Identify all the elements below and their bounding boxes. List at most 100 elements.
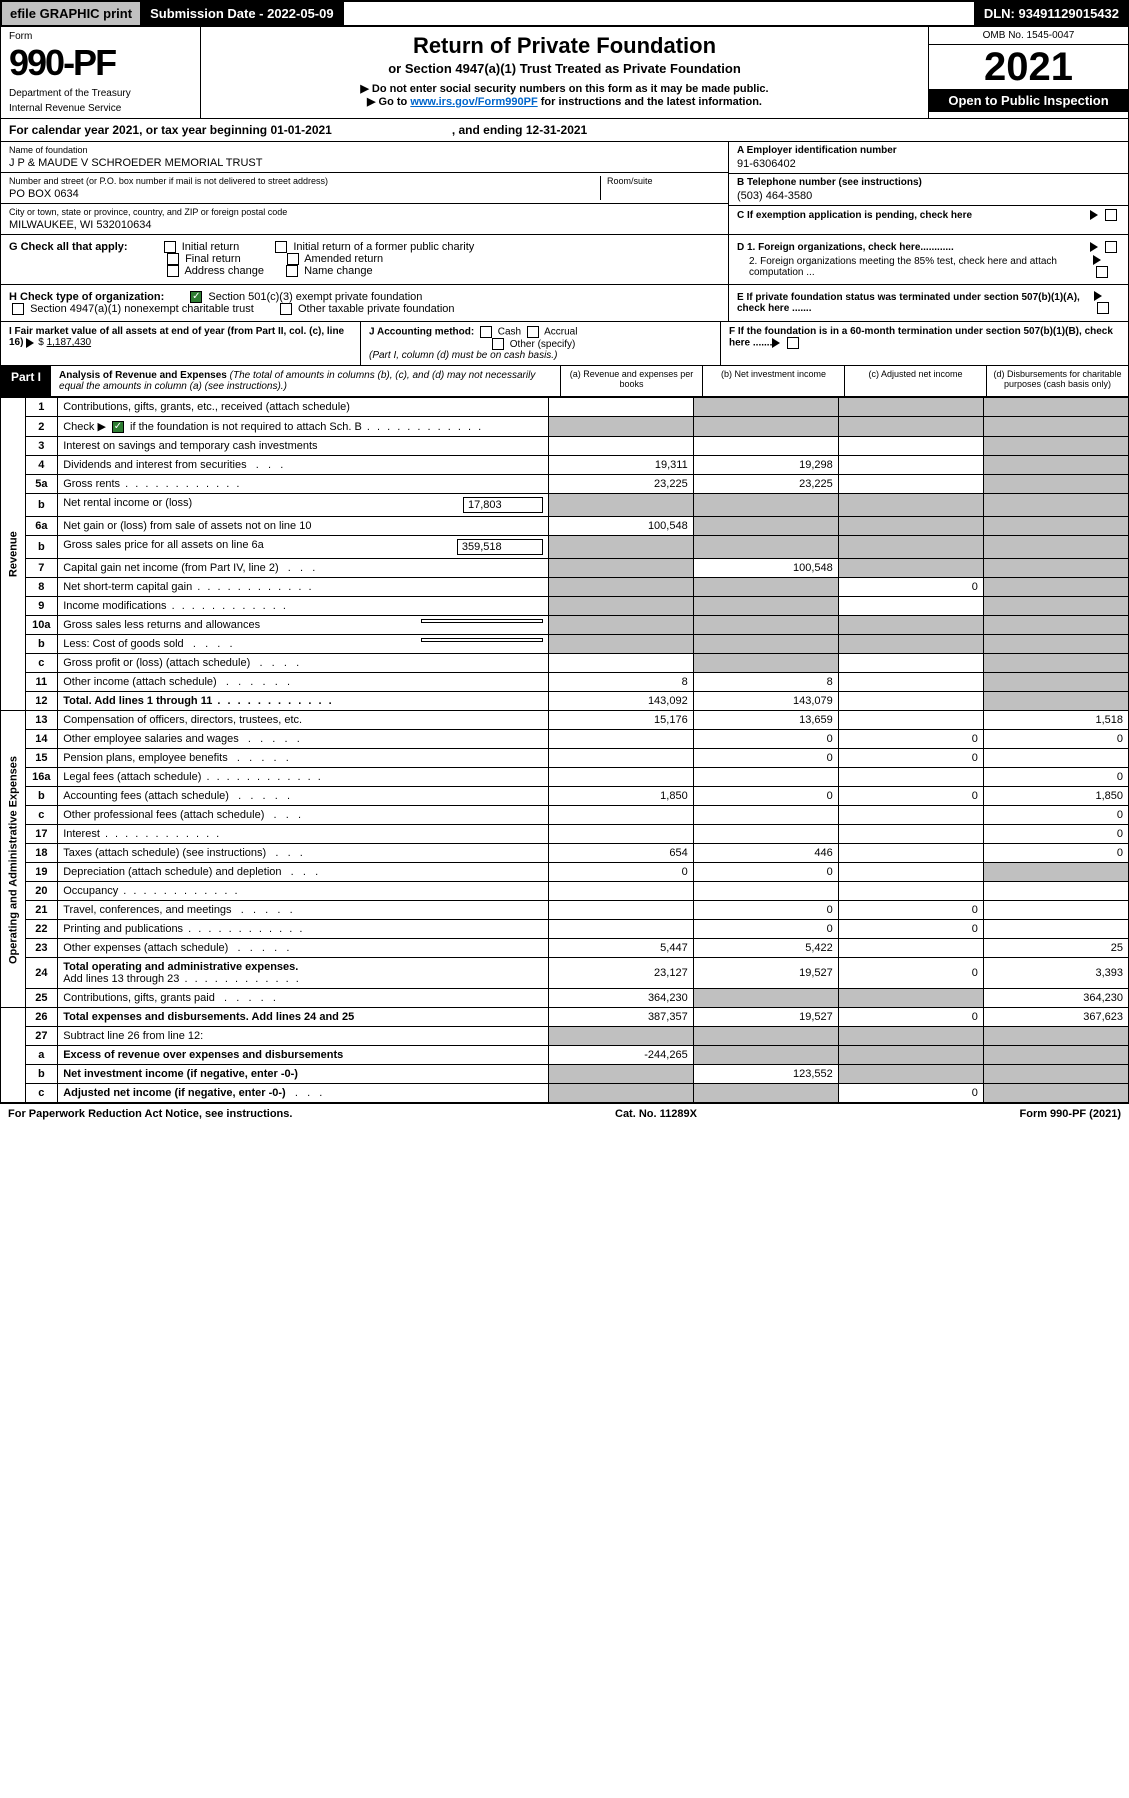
amended-return-checkbox[interactable]: [287, 253, 299, 265]
treasury-dept: Department of the Treasury: [9, 88, 192, 99]
form-label: Form: [9, 31, 192, 42]
efile-print-button[interactable]: efile GRAPHIC print: [2, 2, 142, 25]
cell-value: 0: [838, 730, 983, 749]
line-number: 4: [25, 456, 58, 475]
cell-value: 19,527: [693, 1008, 838, 1027]
line-number: 15: [25, 749, 58, 768]
arrow-icon: [1093, 255, 1101, 265]
line-number: 25: [25, 989, 58, 1008]
dln-number: DLN: 93491129015432: [976, 2, 1127, 25]
cell-value: 364,230: [548, 989, 693, 1008]
table-row: 2Check ▶ if the foundation is not requir…: [1, 417, 1129, 437]
line-desc: Interest on savings and temporary cash i…: [58, 437, 548, 456]
line-number: 6a: [25, 517, 58, 536]
revenue-expense-table: Revenue 1Contributions, gifts, grants, e…: [0, 397, 1129, 1103]
name-change-label: Name change: [304, 265, 373, 277]
table-row: 12Total. Add lines 1 through 11143,09214…: [1, 692, 1129, 711]
line-desc: Net gain or (loss) from sale of assets n…: [58, 517, 548, 536]
cash-label: Cash: [498, 327, 521, 338]
line-desc: Net short-term capital gain: [58, 578, 548, 597]
line-number: a: [25, 1046, 58, 1065]
other-taxable-label: Other taxable private foundation: [298, 303, 455, 315]
accrual-checkbox[interactable]: [527, 326, 539, 338]
other-taxable-checkbox[interactable]: [280, 303, 292, 315]
col-a-header: (a) Revenue and expenses per books: [560, 366, 702, 396]
cell-value: 0: [838, 920, 983, 939]
h-section-row: H Check type of organization: Section 50…: [0, 285, 1129, 322]
form-title: Return of Private Foundation: [213, 33, 916, 59]
table-row: 14Other employee salaries and wages . . …: [1, 730, 1129, 749]
d1-checkbox[interactable]: [1105, 241, 1117, 253]
line-desc: Other employee salaries and wages . . . …: [58, 730, 548, 749]
line-number: 9: [25, 597, 58, 616]
c-checkbox[interactable]: [1105, 209, 1117, 221]
table-row: cOther professional fees (attach schedul…: [1, 806, 1129, 825]
address-label: Number and street (or P.O. box number if…: [9, 176, 600, 186]
table-row: bNet rental income or (loss) 17,803: [1, 494, 1129, 517]
final-return-checkbox[interactable]: [167, 253, 179, 265]
h-check-block: H Check type of organization: Section 50…: [1, 285, 728, 321]
foundation-address: PO BOX 0634: [9, 188, 600, 200]
schb-checkbox[interactable]: [112, 421, 124, 433]
table-row: cGross profit or (loss) (attach schedule…: [1, 654, 1129, 673]
table-row: 11Other income (attach schedule) . . . .…: [1, 673, 1129, 692]
cell-value: 19,298: [693, 456, 838, 475]
cal-prefix: For calendar year 2021, or tax year begi…: [9, 123, 270, 137]
cell-value: 1,518: [983, 711, 1128, 730]
revenue-section-label: Revenue: [1, 398, 26, 711]
line-number: 2: [25, 417, 58, 437]
cal-begin: 01-01-2021: [270, 123, 331, 137]
address-change-checkbox[interactable]: [167, 265, 179, 277]
g-label: G Check all that apply:: [9, 241, 128, 253]
line-desc: Net rental income or (loss) 17,803: [58, 494, 548, 517]
e-checkbox[interactable]: [1097, 302, 1109, 314]
line-number: 13: [25, 711, 58, 730]
cell-value: 25: [983, 939, 1128, 958]
line-number: 3: [25, 437, 58, 456]
line-number: c: [25, 654, 58, 673]
501c3-checkbox[interactable]: [190, 291, 202, 303]
instructions-link-row: ▶ Go to www.irs.gov/Form990PF for instru…: [213, 95, 916, 108]
cell-value: 8: [548, 673, 693, 692]
cell-value: 15,176: [548, 711, 693, 730]
d2-label: 2. Foreign organizations meeting the 85%…: [737, 256, 1093, 278]
cell-value: 0: [838, 901, 983, 920]
line-desc: Gross sales price for all assets on line…: [58, 536, 548, 559]
open-inspection: Open to Public Inspection: [929, 89, 1128, 112]
former-charity-checkbox[interactable]: [275, 241, 287, 253]
line-desc: Taxes (attach schedule) (see instruction…: [58, 844, 548, 863]
line-desc: Travel, conferences, and meetings . . . …: [58, 901, 548, 920]
cell-value: 23,225: [548, 475, 693, 494]
other-method-checkbox[interactable]: [492, 338, 504, 350]
phone-label: B Telephone number (see instructions): [737, 177, 1120, 188]
line-number: 5a: [25, 475, 58, 494]
ein-label: A Employer identification number: [737, 145, 1120, 156]
topbar-spacer: [344, 2, 976, 25]
line-desc: Adjusted net income (if negative, enter …: [58, 1084, 548, 1103]
d2-checkbox[interactable]: [1096, 266, 1108, 278]
table-row: 20Occupancy: [1, 882, 1129, 901]
instructions-link[interactable]: www.irs.gov/Form990PF: [410, 96, 537, 108]
line-desc: Interest: [58, 825, 548, 844]
submission-date: Submission Date - 2022-05-09: [142, 2, 344, 25]
cell-value: 143,079: [693, 692, 838, 711]
cell-value: 387,357: [548, 1008, 693, 1027]
opex-section-label: Operating and Administrative Expenses: [1, 711, 26, 1008]
line-desc: Total expenses and disbursements. Add li…: [58, 1008, 548, 1027]
foundation-right: A Employer identification number 91-6306…: [728, 142, 1128, 234]
table-row: 9Income modifications: [1, 597, 1129, 616]
4947-checkbox[interactable]: [12, 303, 24, 315]
line-number: 7: [25, 559, 58, 578]
table-row: bLess: Cost of goods sold . . . .: [1, 635, 1129, 654]
cash-checkbox[interactable]: [480, 326, 492, 338]
cell-value: 100,548: [548, 517, 693, 536]
initial-return-checkbox[interactable]: [164, 241, 176, 253]
cell-value: 364,230: [983, 989, 1128, 1008]
arrow-icon: [1090, 210, 1098, 220]
cell-value: 5,447: [548, 939, 693, 958]
name-change-checkbox[interactable]: [286, 265, 298, 277]
col-d-header: (d) Disbursements for charitable purpose…: [986, 366, 1128, 396]
table-row: bGross sales price for all assets on lin…: [1, 536, 1129, 559]
f-checkbox[interactable]: [787, 337, 799, 349]
line-desc: Dividends and interest from securities .…: [58, 456, 548, 475]
